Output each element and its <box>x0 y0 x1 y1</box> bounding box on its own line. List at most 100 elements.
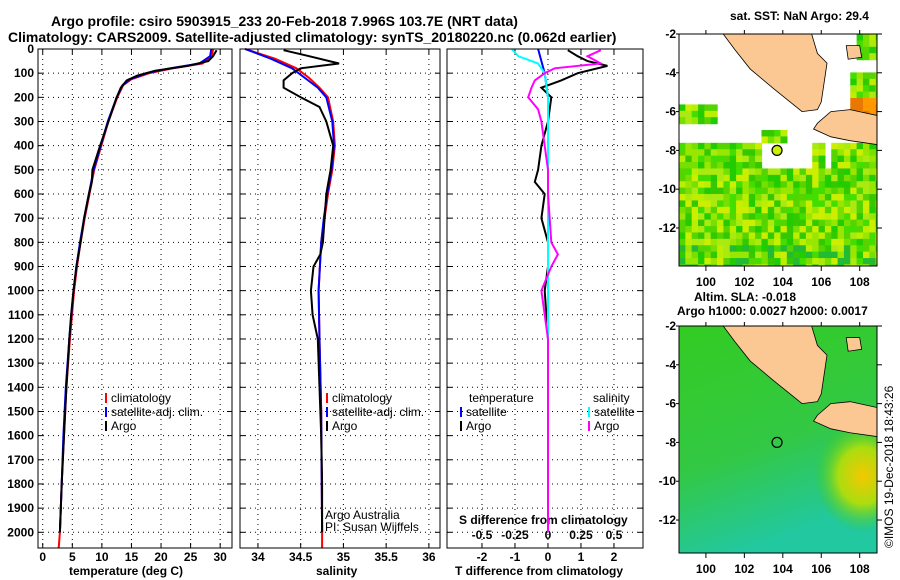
sst-cell <box>862 34 870 42</box>
sst-cell <box>780 219 788 227</box>
sst-cell <box>698 213 706 221</box>
sst-cell <box>850 226 858 234</box>
depth-tick-label: 1400 <box>7 380 34 394</box>
sst-cell <box>799 226 807 234</box>
sst-cell <box>869 251 877 259</box>
sst-cell <box>748 168 756 176</box>
sst-cell <box>755 213 763 221</box>
sst-cell <box>869 40 877 48</box>
legend-header-salinity: salinity <box>593 391 630 405</box>
sst-cell <box>774 194 782 202</box>
sst-cell <box>799 187 807 195</box>
sst-cell <box>774 251 782 259</box>
depth-tick-label: 700 <box>14 211 34 225</box>
sst-cell <box>774 238 782 246</box>
sst-cell <box>723 168 731 176</box>
sst-cell <box>780 245 788 253</box>
sst-cell <box>869 91 877 99</box>
sst-cell <box>843 200 851 208</box>
sst-cell <box>824 226 832 234</box>
sst-cell <box>685 206 693 214</box>
sst-cell <box>786 258 794 266</box>
sst-cell <box>843 226 851 234</box>
legend-label: climatology <box>332 391 392 405</box>
legend-label: Argo <box>332 419 358 433</box>
depth-tick-label: 400 <box>14 139 34 153</box>
sst-cell <box>774 232 782 240</box>
sst-cell <box>685 200 693 208</box>
sst-cell <box>723 258 731 266</box>
sst-cell <box>850 168 858 176</box>
sst-cell <box>691 245 699 253</box>
sst-cell <box>723 142 731 150</box>
sst-cell <box>856 232 864 240</box>
sst-cell <box>717 226 725 234</box>
sst-cell <box>862 187 870 195</box>
salinity-panel: 34 34.5 35 35.5 36 climatologysatellite-adj. … <box>239 48 441 564</box>
sst-cell <box>742 258 750 266</box>
sst-cell <box>875 34 877 42</box>
sst-cell <box>710 219 718 227</box>
sst-cell <box>736 226 744 234</box>
sst-cell <box>831 200 839 208</box>
sst-cell <box>837 219 845 227</box>
sst-cell <box>717 264 725 266</box>
sst-cell <box>679 200 686 208</box>
legend-label: Argo <box>466 419 492 433</box>
sst-cell <box>729 206 737 214</box>
sst-cell <box>774 264 782 266</box>
sst-cell <box>691 149 699 157</box>
sst-cell <box>875 142 877 150</box>
sst-cell <box>837 238 845 246</box>
sst-cell <box>774 168 782 176</box>
sst-cell <box>780 168 788 176</box>
sst-cell <box>786 181 794 189</box>
sst-cell <box>691 181 699 189</box>
sst-cell <box>717 149 725 157</box>
temperature-x-tick-label: 10 <box>95 550 109 564</box>
sst-cell <box>742 213 750 221</box>
sst-cell <box>856 34 864 42</box>
sst-cell <box>755 168 763 176</box>
sst-cell <box>748 187 756 195</box>
sla-map-body <box>679 326 877 553</box>
sst-cell <box>698 104 706 112</box>
sst-cell <box>862 162 870 170</box>
credit-note-1: Argo Australia <box>325 508 400 522</box>
sst-cell <box>805 187 813 195</box>
sst-cell <box>755 187 763 195</box>
sst-cell <box>824 232 832 240</box>
sst-cell <box>723 200 731 208</box>
difference-series-s-satellite <box>510 48 549 533</box>
lon-tick-label: 102 <box>734 275 754 289</box>
depth-tick-label: 1900 <box>7 501 34 515</box>
sst-cell <box>850 181 858 189</box>
sst-cell <box>736 149 744 157</box>
sst-cell <box>748 200 756 208</box>
lon-tick-label: 100 <box>696 562 716 576</box>
sst-cell <box>742 187 750 195</box>
sst-cell <box>698 232 706 240</box>
lon-tick-label: 106 <box>811 275 831 289</box>
lat-tick-label: -6 <box>665 105 676 119</box>
sst-cell <box>729 238 737 246</box>
sst-cell <box>837 245 845 253</box>
sst-cell <box>729 142 737 150</box>
sst-cell <box>723 213 731 221</box>
sst-cell <box>679 251 686 259</box>
sst-cell <box>748 232 756 240</box>
sst-cell <box>843 174 851 182</box>
sst-cell <box>818 264 826 266</box>
sst-cell <box>742 155 750 163</box>
sst-cell <box>710 187 718 195</box>
sst-cell <box>812 245 820 253</box>
sst-cell <box>862 219 870 227</box>
sst-cell <box>875 46 877 54</box>
depth-tick-label: 2000 <box>7 525 34 539</box>
sst-cell <box>755 226 763 234</box>
sst-cell <box>869 238 877 246</box>
s-difference-label: S difference from climatology <box>459 513 628 527</box>
sst-cell <box>717 187 725 195</box>
difference-plot-frame <box>446 48 644 549</box>
sst-cell <box>704 181 712 189</box>
